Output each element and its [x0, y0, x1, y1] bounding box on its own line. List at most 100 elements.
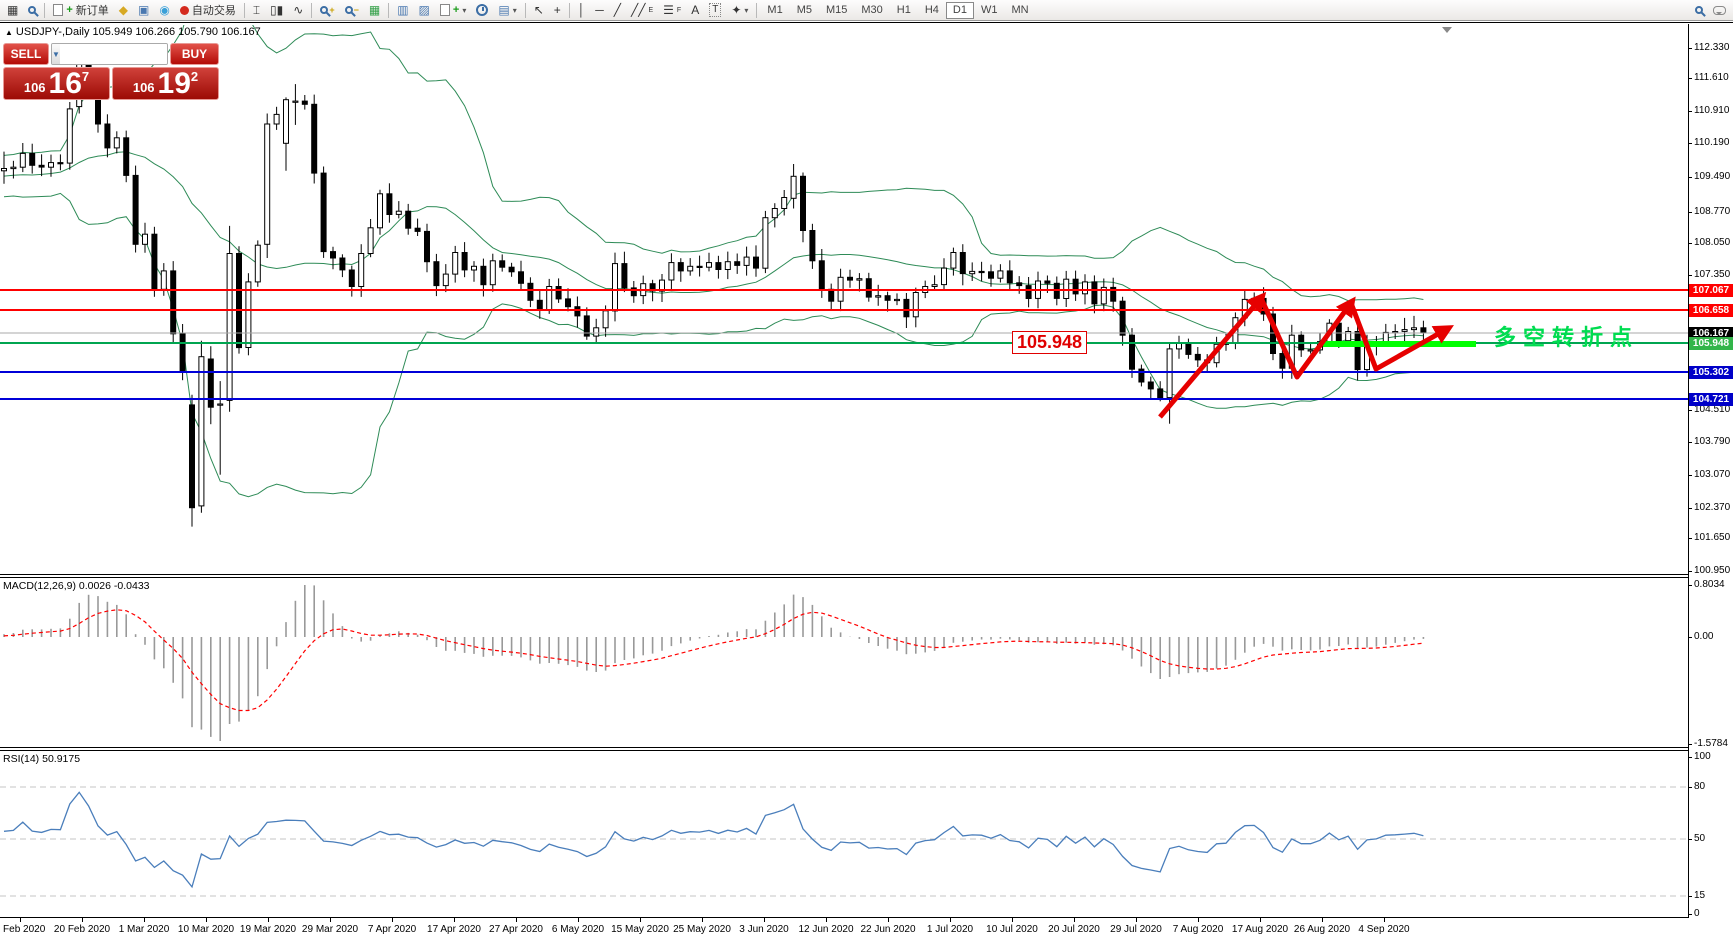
minus-sign: − [353, 5, 359, 15]
signals-button[interactable]: ◉ [154, 1, 174, 19]
tick-mark [1688, 914, 1692, 915]
macd-name: MACD(12,26,9) [3, 580, 76, 592]
trendline-button[interactable]: ╱ [609, 1, 626, 19]
text-label-button[interactable]: T [704, 1, 726, 19]
metaeditor-button[interactable]: ◆ [114, 1, 133, 19]
preview-button[interactable] [23, 1, 41, 19]
date-tick [392, 918, 393, 922]
text-label-icon: T [709, 3, 722, 17]
line-chart-icon: ∿ [293, 3, 304, 17]
timeframe-d1[interactable]: D1 [945, 1, 974, 19]
date-tick [206, 918, 207, 922]
crosshair-button[interactable]: + [549, 1, 566, 19]
trend-arrow[interactable] [1348, 302, 1454, 372]
price-tick: 112.330 [1694, 42, 1730, 53]
panel-separator[interactable] [0, 747, 1689, 748]
timeframe-mn[interactable]: MN [1011, 4, 1029, 16]
search-icon [1695, 6, 1703, 14]
charts-window-button[interactable]: ▦ [2, 1, 23, 19]
price-badge: 106.167 [1689, 327, 1733, 340]
date-label: 29 Jul 2020 [1110, 924, 1162, 935]
chevron-down-icon: ▾ [512, 5, 517, 15]
date-label: 22 Jun 2020 [860, 924, 916, 935]
experts-button[interactable]: ▣ [133, 1, 154, 19]
collapse-icon[interactable]: ▲ [5, 28, 13, 37]
tick-mark [1688, 442, 1692, 443]
plus-icon: + [452, 4, 460, 16]
bar-chart-icon: ⌶ [252, 3, 261, 17]
panel-separator[interactable] [0, 577, 1689, 578]
buy-button[interactable]: BUY [170, 43, 219, 65]
zoom-in-button[interactable]: + [315, 1, 339, 19]
tick-mark [1688, 508, 1692, 509]
arrange-cascade-button[interactable]: ▨ [414, 1, 435, 19]
zoom-out-button[interactable]: − [340, 1, 364, 19]
autotrading-button[interactable]: 自动交易 [175, 1, 241, 19]
volume-decrease-button[interactable]: ▼ [52, 44, 60, 64]
price-tick: 110.910 [1694, 105, 1730, 116]
timeframe-w1[interactable]: W1 [980, 4, 998, 16]
date-label: 1 Feb 2020 [0, 924, 46, 935]
price-tick: 108.770 [1694, 206, 1731, 217]
annotation-text[interactable]: 多空转折点 [1494, 325, 1640, 350]
date-tick [1198, 918, 1199, 922]
sell-price-display[interactable]: 106 16 7 [3, 67, 110, 100]
panel-separator[interactable] [0, 574, 1689, 575]
price-tick: 0.8034 [1694, 579, 1725, 590]
chart-bottom-border [0, 917, 1689, 918]
timeframe-h4[interactable]: H4 [924, 4, 939, 16]
tick-mark [1688, 787, 1692, 788]
trend-arrow[interactable] [1258, 296, 1356, 380]
date-label: 20 Feb 2020 [53, 924, 111, 935]
sell-button[interactable]: SELL [3, 43, 49, 65]
date-label: 7 Apr 2020 [367, 924, 417, 935]
price-tick: 0.00 [1694, 631, 1714, 642]
channel-icon: ╱╱ [631, 3, 646, 17]
periods-button[interactable] [471, 1, 493, 19]
magnifier-icon [28, 6, 37, 14]
text-button[interactable]: A [686, 1, 704, 19]
tick-mark [1688, 896, 1692, 897]
arrange-charts-button[interactable]: ▥ [392, 1, 413, 19]
horizontal-line-button[interactable]: ─ [590, 1, 609, 19]
tick-mark [1688, 143, 1692, 144]
chat-button[interactable] [1708, 1, 1731, 19]
date-tick [516, 918, 517, 922]
trend-arrow[interactable] [1158, 291, 1267, 419]
arrows-button[interactable]: ✦ ▾ [726, 1, 753, 19]
price-tick: 110.190 [1694, 137, 1730, 148]
add-indicator-button[interactable]: + ▾ [435, 1, 471, 19]
date-label: 17 Aug 2020 [1231, 924, 1289, 935]
text-icon: A [691, 3, 700, 17]
templates-button[interactable]: ▤ ▾ [493, 1, 521, 19]
timeframe-m1[interactable]: M1 [767, 4, 783, 16]
price-tick: 15 [1694, 890, 1706, 901]
date-label: 27 Apr 2020 [489, 924, 543, 935]
timeframe-m30[interactable]: M30 [861, 4, 883, 16]
cursor-button[interactable]: ↖ [529, 1, 549, 19]
chart-shift-marker[interactable] [1442, 27, 1452, 38]
price-badge: 104.721 [1689, 393, 1733, 406]
panel-separator[interactable] [0, 750, 1689, 751]
toolbar: ▦ + 新订单 ◆ ▣ ◉ 自动交易 ⌶ ▯▮ ∿ + − ▦ ▥ ▨ + ▾ ▤… [0, 0, 1733, 21]
separator [388, 2, 390, 18]
candlestick-chart-button[interactable]: ▯▮ [265, 1, 288, 19]
price-level-label[interactable]: 105.948 [1012, 331, 1088, 354]
line-chart-button[interactable]: ∿ [288, 1, 308, 19]
bar-chart-button[interactable]: ⌶ [248, 1, 265, 19]
buy-price-sup: 2 [190, 69, 199, 84]
channel-sub: E [648, 6, 654, 14]
timeframe-h1[interactable]: H1 [896, 4, 911, 16]
fibonacci-button[interactable]: ☰ F [658, 1, 686, 19]
tile-windows-button[interactable]: ▦ [364, 1, 385, 19]
timeframe-m15[interactable]: M15 [825, 4, 848, 16]
timeframe-m5[interactable]: M5 [796, 4, 812, 16]
volume-input[interactable] [59, 44, 167, 64]
new-order-button[interactable]: + 新订单 [48, 1, 113, 19]
new-order-label: 新订单 [75, 5, 109, 17]
vertical-line-button[interactable]: │ [573, 1, 591, 19]
buy-price-display[interactable]: 106 19 2 [112, 67, 219, 100]
channel-button[interactable]: ╱╱ E [626, 1, 658, 19]
search-button[interactable] [1690, 1, 1708, 19]
